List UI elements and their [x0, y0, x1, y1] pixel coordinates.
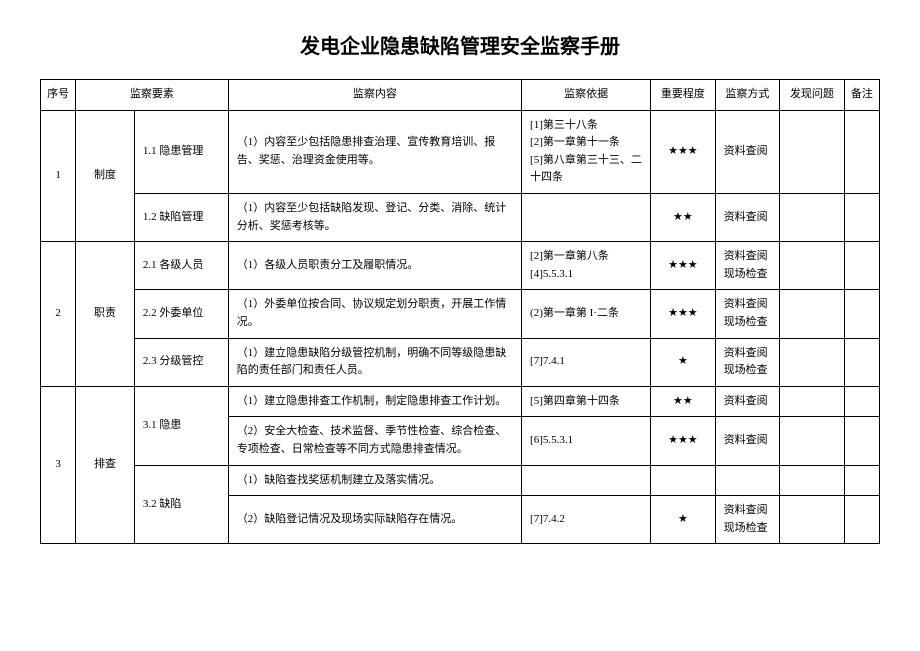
- problem-cell: [780, 242, 845, 290]
- header-basis: 监察依据: [522, 80, 651, 111]
- importance-cell: ★★: [651, 193, 716, 241]
- header-row: 序号 监察要素 监察内容 监察依据 重要程度 监察方式 发现问题 备注: [41, 80, 880, 111]
- importance-cell: ★: [651, 496, 716, 544]
- importance-cell: ★: [651, 338, 716, 386]
- element2-cell: 1.1 隐患管理: [134, 110, 228, 193]
- element1-cell: 制度: [76, 110, 135, 242]
- method-cell: [715, 465, 780, 496]
- basis-cell: [1]第三十八条 [2]第一章第十一条 [5]第八章第三十三、二十四条: [522, 110, 651, 193]
- importance-cell: ★★★: [651, 110, 716, 193]
- content-cell: （1）建立隐患缺陷分级管控机制，明确不同等级隐患缺陷的责任部门和责任人员。: [228, 338, 521, 386]
- element1-cell: 排查: [76, 386, 135, 544]
- basis-cell: [522, 193, 651, 241]
- importance-cell: ★★★: [651, 242, 716, 290]
- remark-cell: [844, 110, 879, 193]
- element2-cell: 1.2 缺陷管理: [134, 193, 228, 241]
- header-problem: 发现问题: [780, 80, 845, 111]
- importance-cell: ★★★: [651, 417, 716, 465]
- element1-cell: 职责: [76, 242, 135, 387]
- importance-cell: ★★★: [651, 290, 716, 338]
- basis-cell: [7]7.4.1: [522, 338, 651, 386]
- index-cell: 3: [41, 386, 76, 544]
- content-cell: （2）安全大检查、技术监督、季节性检查、综合检查、专项检查、日常检查等不同方式隐…: [228, 417, 521, 465]
- index-cell: 2: [41, 242, 76, 387]
- problem-cell: [780, 290, 845, 338]
- importance-cell: [651, 465, 716, 496]
- basis-cell: [7]7.4.2: [522, 496, 651, 544]
- element2-cell: 2.3 分级管控: [134, 338, 228, 386]
- problem-cell: [780, 110, 845, 193]
- basis-cell: [2]第一章第八条 [4]5.5.3.1: [522, 242, 651, 290]
- remark-cell: [844, 338, 879, 386]
- remark-cell: [844, 496, 879, 544]
- method-cell: 资料查阅: [715, 417, 780, 465]
- table-row: 3.2 缺陷 （1）缺陷查找奖惩机制建立及落实情况。: [41, 465, 880, 496]
- content-cell: （1）缺陷查找奖惩机制建立及落实情况。: [228, 465, 521, 496]
- table-row: 2.2 外委单位 （1）外委单位按合同、协议规定划分职责，开展工作情况。 (2)…: [41, 290, 880, 338]
- basis-cell: [522, 465, 651, 496]
- header-importance: 重要程度: [651, 80, 716, 111]
- remark-cell: [844, 386, 879, 417]
- problem-cell: [780, 386, 845, 417]
- basis-cell: [6]5.5.3.1: [522, 417, 651, 465]
- content-cell: （1）建立隐患排查工作机制，制定隐患排查工作计划。: [228, 386, 521, 417]
- content-cell: （1）内容至少包括缺陷发现、登记、分类、消除、统计分析、奖惩考核等。: [228, 193, 521, 241]
- method-cell: 资料查阅: [715, 110, 780, 193]
- problem-cell: [780, 338, 845, 386]
- table-row: 3 排查 3.1 隐患 （1）建立隐患排查工作机制，制定隐患排查工作计划。 [5…: [41, 386, 880, 417]
- method-cell: 资料查阅: [715, 386, 780, 417]
- problem-cell: [780, 193, 845, 241]
- content-cell: （2）缺陷登记情况及现场实际缺陷存在情况。: [228, 496, 521, 544]
- header-remark: 备注: [844, 80, 879, 111]
- importance-cell: ★★: [651, 386, 716, 417]
- problem-cell: [780, 496, 845, 544]
- header-content: 监察内容: [228, 80, 521, 111]
- method-cell: 资料查阅现场检查: [715, 290, 780, 338]
- method-cell: 资料查阅现场检查: [715, 242, 780, 290]
- content-cell: （1）外委单位按合同、协议规定划分职责，开展工作情况。: [228, 290, 521, 338]
- remark-cell: [844, 193, 879, 241]
- method-cell: 资料查阅现场检查: [715, 496, 780, 544]
- remark-cell: [844, 290, 879, 338]
- basis-cell: (2)第一章第 I·二条: [522, 290, 651, 338]
- content-cell: （1）各级人员职责分工及履职情况。: [228, 242, 521, 290]
- page-title: 发电企业隐患缺陷管理安全监察手册: [40, 30, 880, 59]
- header-element: 监察要素: [76, 80, 229, 111]
- problem-cell: [780, 417, 845, 465]
- method-cell: 资料查阅: [715, 193, 780, 241]
- basis-cell: [5]第四章第十四条: [522, 386, 651, 417]
- index-cell: 1: [41, 110, 76, 242]
- content-cell: （1）内容至少包括隐患排查治理、宣传教育培训、报告、奖惩、治理资金使用等。: [228, 110, 521, 193]
- remark-cell: [844, 465, 879, 496]
- remark-cell: [844, 417, 879, 465]
- element2-cell: 3.1 隐患: [134, 386, 228, 465]
- header-index: 序号: [41, 80, 76, 111]
- inspection-table: 序号 监察要素 监察内容 监察依据 重要程度 监察方式 发现问题 备注 1 制度…: [40, 79, 880, 544]
- table-row: 2.3 分级管控 （1）建立隐患缺陷分级管控机制，明确不同等级隐患缺陷的责任部门…: [41, 338, 880, 386]
- problem-cell: [780, 465, 845, 496]
- table-row: 2 职责 2.1 各级人员 （1）各级人员职责分工及履职情况。 [2]第一章第八…: [41, 242, 880, 290]
- header-method: 监察方式: [715, 80, 780, 111]
- table-row: 1.2 缺陷管理 （1）内容至少包括缺陷发现、登记、分类、消除、统计分析、奖惩考…: [41, 193, 880, 241]
- method-cell: 资料查阅现场检查: [715, 338, 780, 386]
- element2-cell: 2.1 各级人员: [134, 242, 228, 290]
- table-row: 1 制度 1.1 隐患管理 （1）内容至少包括隐患排查治理、宣传教育培训、报告、…: [41, 110, 880, 193]
- remark-cell: [844, 242, 879, 290]
- element2-cell: 3.2 缺陷: [134, 465, 228, 544]
- element2-cell: 2.2 外委单位: [134, 290, 228, 338]
